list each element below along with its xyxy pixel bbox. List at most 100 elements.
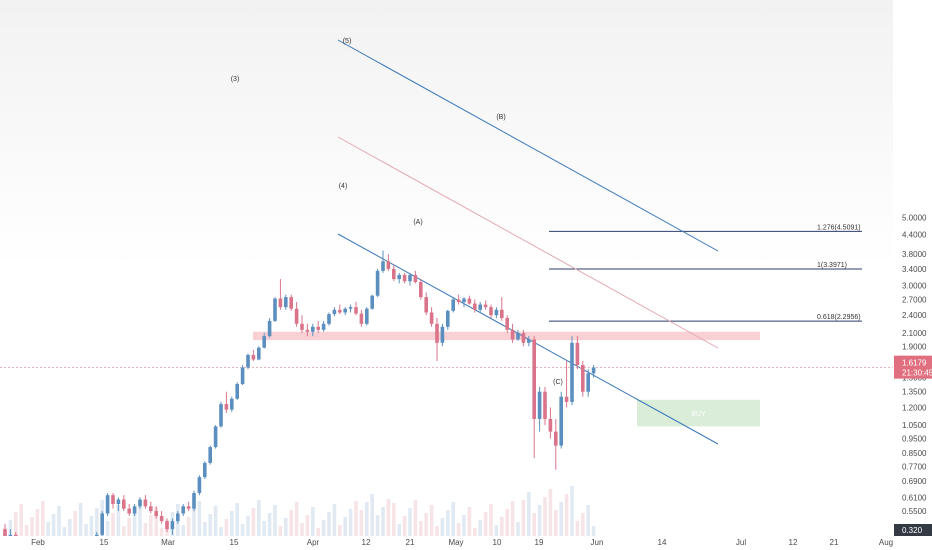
candle-body xyxy=(289,297,293,309)
candle-body xyxy=(235,384,239,399)
candle-body xyxy=(397,274,401,280)
time-tick-label: Jun xyxy=(591,538,604,547)
price-tick-label: 1.9000 xyxy=(902,342,927,351)
candle-body xyxy=(132,506,137,514)
time-axis-bg xyxy=(0,536,932,550)
candle-body xyxy=(170,521,175,530)
volume-bar xyxy=(289,510,293,536)
candle-body xyxy=(116,499,121,505)
candle-body xyxy=(435,323,439,343)
candle-body xyxy=(267,320,272,337)
volume-bar xyxy=(73,511,77,536)
volume-bar xyxy=(132,510,137,536)
volume-bar xyxy=(429,505,434,536)
time-tick-label: Apr xyxy=(307,538,320,547)
volume-bar xyxy=(375,515,380,536)
candle-body xyxy=(143,499,148,507)
volume-bar xyxy=(138,502,142,536)
candle-body xyxy=(149,506,153,512)
candle-body xyxy=(332,309,337,315)
volume-bar xyxy=(354,501,358,536)
fib-level-label: 1(3.3971) xyxy=(817,262,847,269)
candle-body xyxy=(197,477,202,494)
volume-bar xyxy=(203,522,207,536)
time-tick-label: 15 xyxy=(100,538,109,547)
time-tick-label: 15 xyxy=(230,538,239,547)
candle-body xyxy=(165,521,169,530)
candle-body xyxy=(570,342,574,402)
volume-bar xyxy=(46,522,50,536)
candle-body xyxy=(564,396,569,402)
volume-bar xyxy=(116,505,121,536)
candle-body xyxy=(575,342,580,366)
volume-bar xyxy=(359,510,364,536)
candle-body xyxy=(262,336,266,348)
volume-bar xyxy=(548,489,553,536)
candle-body xyxy=(354,307,358,314)
candle-body xyxy=(316,326,320,330)
volume-bar xyxy=(262,521,266,536)
candle-body xyxy=(294,308,299,324)
candle-body xyxy=(478,304,482,310)
volume-bar xyxy=(527,492,531,536)
candle-body xyxy=(159,515,164,522)
volume-bar xyxy=(111,513,115,536)
volume-bar xyxy=(51,514,56,536)
candle-body xyxy=(186,506,191,509)
candle-body xyxy=(591,367,596,374)
candle-body xyxy=(440,326,445,343)
volume-bar xyxy=(186,517,191,536)
candle-body xyxy=(473,303,477,310)
candle-body xyxy=(154,511,158,516)
volume-bar xyxy=(462,515,466,536)
candle-body xyxy=(489,307,493,316)
candle-body xyxy=(343,308,347,313)
candle-body xyxy=(516,332,520,340)
candle-body xyxy=(424,297,428,313)
volume-bar xyxy=(267,513,272,536)
volume-bar xyxy=(467,507,472,536)
candle-body xyxy=(365,308,369,324)
candle-body xyxy=(224,404,229,410)
volume-bar xyxy=(41,501,45,536)
time-axis: Feb 15 Mar 15 Apr 12 21 May 10 19 Jun 14 Jul 12 21 Aug xyxy=(0,536,932,550)
volume-bar xyxy=(570,486,574,536)
time-tick-label: May xyxy=(448,538,463,547)
volume-bar xyxy=(343,517,347,536)
volume-bar xyxy=(251,508,256,536)
wave-label: (C) xyxy=(553,379,563,386)
channel-lower-line xyxy=(337,233,719,445)
volume-bar xyxy=(192,509,196,536)
candle-body xyxy=(386,261,391,269)
plot-background xyxy=(0,0,893,536)
volume-bar xyxy=(586,505,590,536)
annotations: (3) (5) (4) (A) (B) (C) xyxy=(231,38,563,386)
volume-bar xyxy=(505,509,509,536)
volume-bar xyxy=(456,523,461,536)
volume-bar xyxy=(127,518,131,536)
candle-body xyxy=(100,513,104,535)
volume-bar xyxy=(294,502,299,536)
price-tick-label: 2.1000 xyxy=(902,329,927,338)
wave-label: (5) xyxy=(343,38,352,45)
candle-body xyxy=(554,431,558,446)
volume-bar xyxy=(68,519,72,536)
volume-bar xyxy=(181,525,185,536)
candle-body xyxy=(3,529,7,541)
wave-label: (A) xyxy=(413,219,422,226)
volume-bar xyxy=(473,528,477,536)
time-tick-label: Mar xyxy=(161,538,175,547)
volume-bar xyxy=(397,524,401,536)
volume-bar xyxy=(543,497,547,536)
time-tick-label: 14 xyxy=(658,538,667,547)
candle-body xyxy=(192,493,196,509)
volume-bar xyxy=(370,494,374,536)
candle-body xyxy=(462,298,466,303)
countdown-label: 21:30:45 xyxy=(902,369,932,378)
candle-body xyxy=(586,373,590,392)
volume-bar xyxy=(581,513,585,536)
price-tick-label: 2.7000 xyxy=(902,296,927,305)
volume-bar xyxy=(159,528,164,536)
volume-bar xyxy=(435,526,439,536)
